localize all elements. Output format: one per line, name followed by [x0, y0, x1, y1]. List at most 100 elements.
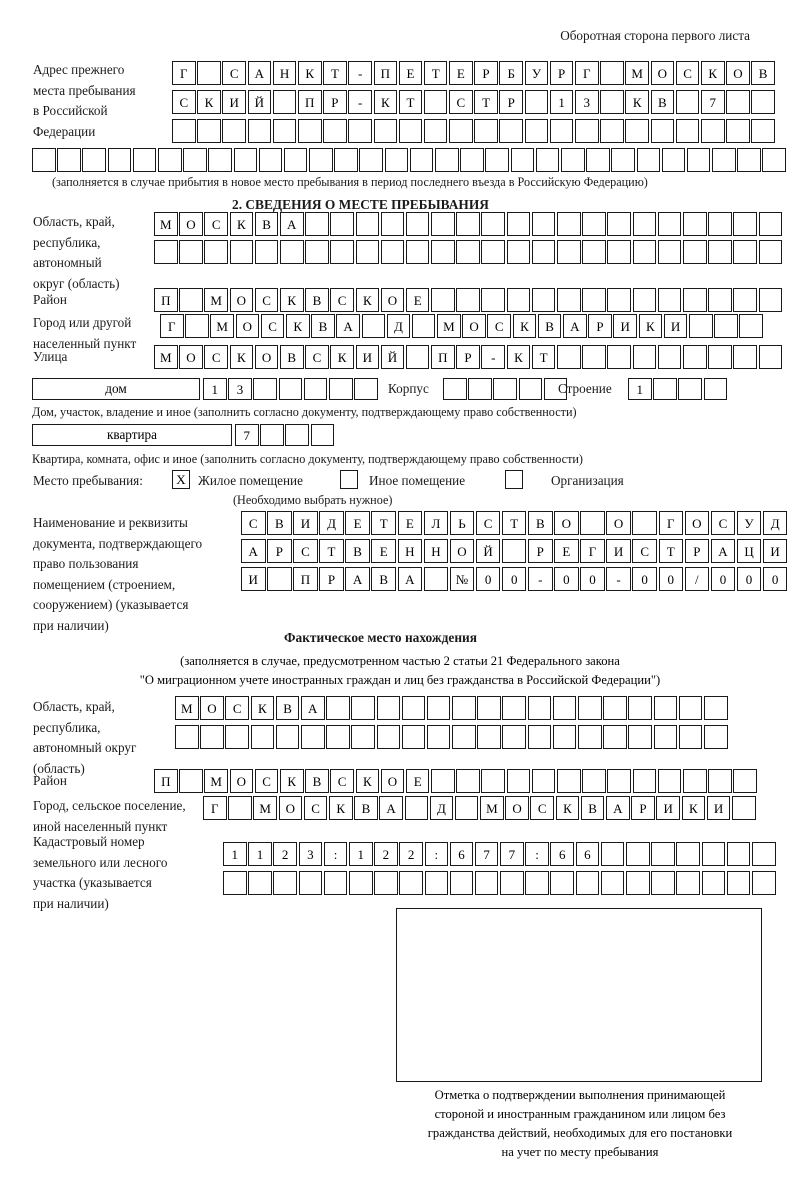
form-cell[interactable]: 0 [710, 567, 736, 591]
form-cell[interactable]: О [179, 345, 203, 369]
form-cell[interactable]: К [250, 696, 275, 720]
form-cell[interactable] [477, 725, 501, 749]
form-cell[interactable]: К [279, 288, 304, 312]
form-cell[interactable]: Ь [449, 511, 475, 535]
form-cell[interactable]: - [528, 567, 553, 591]
form-cell[interactable]: - [348, 90, 372, 114]
korpus-row[interactable] [443, 378, 568, 400]
form-cell[interactable] [502, 696, 527, 720]
form-cell[interactable]: А [606, 796, 630, 820]
form-cell[interactable] [398, 119, 423, 143]
form-cell[interactable]: Е [345, 511, 370, 535]
form-cell[interactable] [175, 725, 199, 749]
form-cell[interactable] [330, 240, 354, 264]
form-cell[interactable]: С [487, 314, 512, 338]
form-cell[interactable] [758, 288, 783, 312]
form-cell[interactable] [380, 240, 405, 264]
form-cell[interactable] [423, 119, 448, 143]
form-cell[interactable]: В [279, 345, 304, 369]
form-cell[interactable]: К [197, 90, 221, 114]
form-cell[interactable]: А [345, 567, 370, 591]
form-cell[interactable] [460, 148, 484, 172]
previous-address-row-full[interactable] [32, 148, 787, 172]
form-cell[interactable]: Й [475, 539, 501, 563]
form-cell[interactable]: - [481, 345, 506, 369]
form-cell[interactable] [443, 378, 467, 400]
form-cell[interactable] [733, 240, 757, 264]
form-cell[interactable] [603, 725, 627, 749]
form-cell[interactable] [628, 696, 652, 720]
form-cell[interactable] [651, 871, 675, 895]
form-cell[interactable]: У [736, 511, 762, 535]
form-cell[interactable]: В [275, 696, 300, 720]
form-cell[interactable]: В [537, 314, 562, 338]
form-cell[interactable] [506, 212, 531, 236]
form-cell[interactable]: С [260, 314, 285, 338]
form-cell[interactable] [675, 119, 700, 143]
form-cell[interactable] [305, 240, 329, 264]
form-cell[interactable] [557, 288, 581, 312]
form-cell[interactable]: Л [423, 511, 449, 535]
form-cell[interactable]: 0 [475, 567, 501, 591]
form-cell[interactable] [376, 696, 401, 720]
form-cell[interactable]: 0 [501, 567, 527, 591]
form-cell[interactable] [452, 696, 476, 720]
form-cell[interactable] [454, 796, 479, 820]
form-cell[interactable] [506, 240, 531, 264]
form-cell[interactable]: О [449, 539, 475, 563]
form-cell[interactable] [657, 288, 682, 312]
form-cell[interactable]: 1 [223, 842, 247, 866]
checkbox-residential[interactable]: X [172, 470, 190, 489]
form-cell[interactable]: Ц [736, 539, 762, 563]
form-cell[interactable]: 0 [658, 567, 683, 591]
form-cell[interactable]: 0 [736, 567, 762, 591]
form-cell[interactable] [678, 725, 703, 749]
form-cell[interactable] [200, 725, 224, 749]
form-cell[interactable]: 3 [298, 842, 323, 866]
form-cell[interactable] [525, 871, 549, 895]
form-cell[interactable] [431, 240, 455, 264]
form-cell[interactable] [575, 119, 599, 143]
form-cell[interactable] [223, 871, 247, 895]
form-cell[interactable]: С [204, 212, 228, 236]
confirmation-stamp-box[interactable] [396, 908, 762, 1082]
form-cell[interactable] [376, 725, 401, 749]
form-cell[interactable]: А [247, 61, 272, 85]
form-cell[interactable] [731, 796, 756, 820]
form-cell[interactable] [682, 288, 707, 312]
form-cell[interactable] [582, 212, 606, 236]
form-cell[interactable]: О [254, 345, 279, 369]
checkbox-organization[interactable] [505, 470, 523, 489]
form-cell[interactable]: 0 [762, 567, 788, 591]
form-cell[interactable] [506, 288, 531, 312]
form-cell[interactable] [758, 240, 783, 264]
form-cell[interactable] [493, 378, 517, 400]
form-cell[interactable] [348, 119, 372, 143]
form-cell[interactable] [531, 769, 556, 793]
form-cell[interactable]: 0 [554, 567, 579, 591]
form-cell[interactable]: В [305, 769, 329, 793]
form-cell[interactable]: : [525, 842, 549, 866]
form-cell[interactable] [297, 119, 322, 143]
form-cell[interactable] [32, 148, 56, 172]
form-cell[interactable] [279, 240, 304, 264]
form-cell[interactable]: Е [397, 511, 423, 535]
form-cell[interactable]: 7 [474, 842, 499, 866]
form-cell[interactable] [456, 240, 480, 264]
form-cell[interactable] [481, 240, 506, 264]
form-cell[interactable] [248, 871, 272, 895]
form-cell[interactable]: К [373, 90, 398, 114]
form-cell[interactable] [222, 119, 246, 143]
form-cell[interactable] [586, 148, 610, 172]
form-cell[interactable] [283, 148, 308, 172]
previous-address-row[interactable] [172, 119, 775, 143]
form-cell[interactable] [380, 212, 405, 236]
form-cell[interactable]: В [311, 314, 335, 338]
form-cell[interactable] [582, 288, 606, 312]
form-cell[interactable]: В [580, 796, 605, 820]
form-cell[interactable] [632, 288, 657, 312]
form-cell[interactable]: И [762, 539, 788, 563]
form-cell[interactable]: 7 [235, 424, 259, 446]
form-cell[interactable]: А [279, 212, 304, 236]
